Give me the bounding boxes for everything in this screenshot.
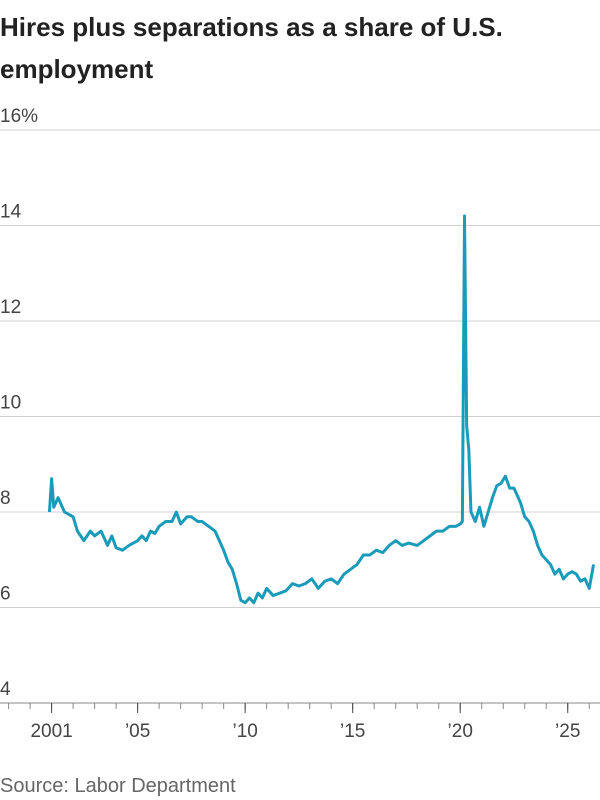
x-tick-label: 2001 [30, 721, 72, 742]
x-tick-label: ’20 [448, 721, 473, 742]
chart-title: Hires plus separations as a share of U.S… [0, 12, 503, 84]
y-tick-label: 10 [0, 393, 21, 414]
x-tick-label: ’15 [340, 721, 365, 742]
source-note: Source: Labor Department [0, 775, 236, 797]
x-tick-label: ’10 [232, 721, 257, 742]
x-tick-label: ’05 [125, 721, 150, 742]
data-line [47, 214, 596, 605]
y-tick-label: 4 [0, 679, 11, 700]
y-tick-label: 16% [0, 106, 38, 127]
x-tick-label: ’25 [555, 721, 580, 742]
y-tick-label: 8 [0, 488, 11, 509]
y-tick-label: 12 [0, 297, 21, 318]
y-tick-label: 14 [0, 202, 22, 223]
y-tick-label: 6 [0, 584, 11, 605]
